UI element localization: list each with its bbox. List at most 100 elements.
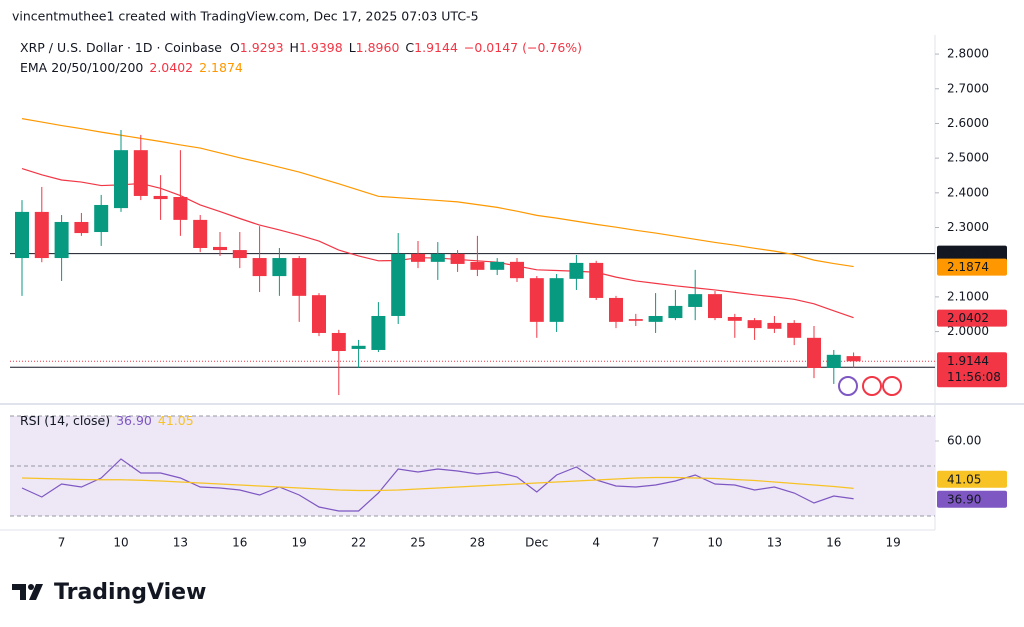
x-tick-label: 19 bbox=[886, 536, 901, 550]
candle-body bbox=[292, 258, 307, 296]
ohlc-value: 1.9293 bbox=[240, 40, 284, 55]
ohlc-label: C bbox=[405, 40, 414, 55]
ohlc-label: L bbox=[349, 40, 356, 55]
candle-body bbox=[54, 221, 69, 259]
price-label-box bbox=[937, 309, 1007, 327]
ohlc-label: H bbox=[290, 40, 299, 55]
event-icon bbox=[882, 376, 902, 396]
ohlc-label: O bbox=[230, 40, 240, 55]
legend-value: 2.1874 bbox=[199, 60, 243, 75]
event-icon bbox=[838, 376, 858, 396]
price-label-box bbox=[937, 245, 1007, 263]
countdown-label: 11:56:08 bbox=[947, 370, 1001, 384]
price-label-box bbox=[937, 470, 1007, 488]
candle-body bbox=[767, 322, 782, 329]
candle-body bbox=[708, 294, 722, 319]
candle-body bbox=[846, 356, 861, 362]
price-label-box bbox=[937, 490, 1007, 508]
symbol-title: XRP / U.S. Dollar · 1D · Coinbase bbox=[20, 40, 222, 55]
candle-body bbox=[470, 261, 485, 270]
last-price-label: 1.9144 bbox=[947, 354, 989, 368]
candle-body bbox=[648, 315, 663, 322]
candle-body bbox=[430, 253, 445, 262]
ohlc-value: 1.9144 bbox=[414, 40, 458, 55]
y-tick-label: 2.4000 bbox=[947, 185, 989, 199]
rsi-legend: RSI (14, close) 36.90 41.05 bbox=[20, 413, 194, 428]
legend-value: 41.05 bbox=[158, 413, 194, 428]
logo bbox=[12, 584, 43, 600]
candle-body bbox=[193, 219, 208, 248]
brand: TradingView bbox=[54, 580, 206, 605]
candle-body bbox=[807, 337, 821, 369]
candle-body bbox=[312, 295, 326, 333]
x-tick-label: 13 bbox=[173, 536, 188, 550]
candle-body bbox=[114, 150, 128, 209]
x-tick-label: 10 bbox=[113, 536, 128, 550]
rsi-title: RSI (14, close) bbox=[20, 413, 110, 428]
price-label: 41.05 bbox=[947, 472, 981, 486]
candle-body bbox=[569, 262, 584, 279]
candle-body bbox=[787, 322, 802, 338]
candle-body bbox=[173, 196, 188, 220]
candle-body bbox=[688, 294, 703, 307]
change: −0.0147 (−0.76%) bbox=[464, 40, 582, 55]
ohlc-value: 1.9398 bbox=[299, 40, 343, 55]
candle-body bbox=[450, 253, 465, 264]
indicator-legend: EMA 20/50/100/200 2.0402 2.1874 bbox=[20, 60, 243, 75]
candle-body bbox=[490, 261, 505, 270]
legend-value: 36.90 bbox=[116, 413, 152, 428]
candle-body bbox=[232, 250, 247, 259]
candle-body bbox=[371, 315, 386, 350]
x-tick-label: 13 bbox=[767, 536, 782, 550]
candle-body bbox=[351, 345, 366, 349]
price-label: 36.90 bbox=[947, 492, 981, 506]
ohlc-value: 1.8960 bbox=[356, 40, 400, 55]
x-tick-label: 4 bbox=[592, 536, 600, 550]
candle-body bbox=[589, 262, 604, 298]
price-label: 2.1874 bbox=[947, 260, 989, 274]
y-tick-label: 2.7000 bbox=[947, 81, 989, 95]
x-tick-label: 7 bbox=[652, 536, 660, 550]
x-tick-label: 16 bbox=[826, 536, 841, 550]
candle-body bbox=[252, 258, 267, 277]
price-label-box bbox=[937, 258, 1007, 276]
candle-body bbox=[628, 319, 643, 321]
x-tick-label: 16 bbox=[232, 536, 247, 550]
candle-body bbox=[331, 332, 346, 352]
x-tick-label: 25 bbox=[410, 536, 425, 550]
header-text: vincentmuthee1 created with TradingView.… bbox=[12, 9, 479, 24]
price-label: 2.2248 bbox=[947, 247, 989, 261]
legend-value: 2.0402 bbox=[149, 60, 193, 75]
candle-body bbox=[668, 305, 683, 319]
candle-body bbox=[133, 150, 148, 196]
x-tick-label: 10 bbox=[707, 536, 722, 550]
x-tick-label: 7 bbox=[58, 536, 66, 550]
candle-body bbox=[272, 258, 287, 277]
y-tick-label: 2.5000 bbox=[947, 151, 989, 165]
candle-body bbox=[34, 211, 49, 259]
candle-body bbox=[213, 246, 227, 251]
x-tick-label: Dec bbox=[525, 536, 548, 550]
price-label: 2.0402 bbox=[947, 311, 989, 325]
y-tick-label: 60.00 bbox=[947, 434, 981, 448]
y-tick-label: 2.1000 bbox=[947, 289, 989, 303]
candle-body bbox=[529, 278, 544, 322]
x-tick-label: 28 bbox=[470, 536, 485, 550]
candle-body bbox=[94, 204, 109, 233]
candle-body bbox=[510, 261, 524, 279]
rsi-line bbox=[21, 476, 854, 492]
candle-body bbox=[391, 253, 406, 316]
y-tick-label: 2.0000 bbox=[947, 324, 989, 338]
candle-body bbox=[15, 211, 29, 259]
y-tick-label: 2.3000 bbox=[947, 220, 989, 234]
x-tick-label: 22 bbox=[351, 536, 366, 550]
candle-body bbox=[609, 297, 623, 322]
ema-line bbox=[21, 118, 854, 268]
candle-body bbox=[549, 278, 564, 322]
last-price-box bbox=[937, 352, 1007, 388]
legend-title: XRP / U.S. Dollar · 1D · Coinbase O1.9293… bbox=[20, 40, 582, 55]
candle-body bbox=[727, 317, 742, 321]
indicator-title: EMA 20/50/100/200 bbox=[20, 60, 143, 75]
candle-body bbox=[747, 320, 762, 329]
